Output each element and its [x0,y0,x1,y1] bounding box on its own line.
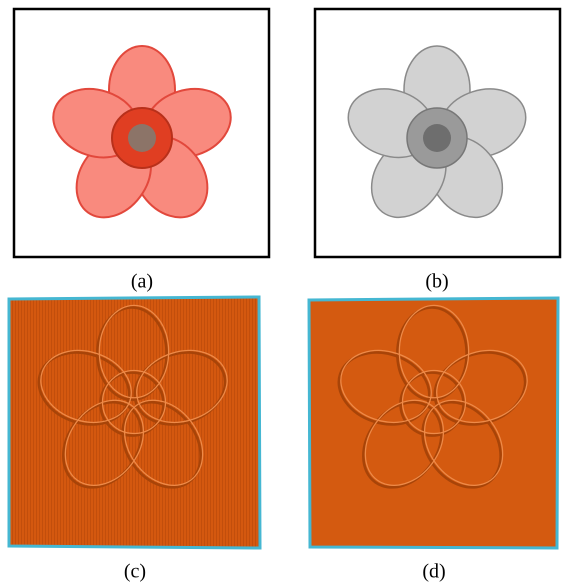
figure: (a) (b) (c) (d) [0,0,569,586]
caption: (d) [422,561,445,583]
panel-a [14,9,269,257]
caption: (a) [131,271,153,293]
panel-c [9,297,260,548]
panel-b [315,9,560,257]
caption: (c) [124,561,146,583]
caption: (b) [425,271,448,293]
panel-d [309,298,558,548]
